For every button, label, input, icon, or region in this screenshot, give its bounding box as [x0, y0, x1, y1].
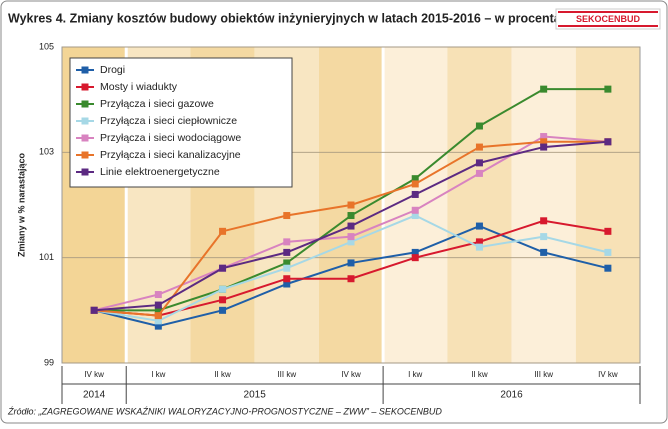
legend-box — [69, 57, 293, 188]
title: Wykres 4. Zmiany kosztów budowy obiektów… — [8, 11, 598, 25]
legend-marker — [81, 100, 89, 108]
point — [475, 222, 483, 230]
point — [219, 296, 227, 304]
legend-marker — [81, 83, 89, 91]
point — [475, 122, 483, 130]
y-axis-label: Zmiany w % narastająco — [16, 152, 26, 257]
legend-marker — [81, 66, 89, 74]
x-tick-label: III kw — [277, 370, 296, 379]
x-group-label: 2016 — [500, 390, 523, 401]
column-band — [447, 47, 512, 363]
legend-label: Drogi — [100, 64, 125, 76]
point — [219, 227, 227, 235]
point — [347, 233, 355, 241]
point — [411, 212, 419, 220]
point — [283, 280, 291, 288]
source: Źródło: „ZAGREGOWANE WSKAŹNIKI WALORYZAC… — [7, 406, 442, 416]
legend-label: Przyłącza i sieci gazowe — [100, 98, 214, 110]
point — [411, 190, 419, 198]
point — [604, 264, 612, 272]
point — [283, 238, 291, 246]
y-tick-label: 105 — [39, 41, 54, 51]
point — [283, 212, 291, 220]
point — [283, 264, 291, 272]
point — [154, 301, 162, 309]
legend-marker — [81, 151, 89, 159]
legend-marker — [81, 168, 89, 176]
point — [283, 248, 291, 256]
legend-label: Przyłącza i sieci wodociągowe — [100, 132, 241, 144]
point — [604, 138, 612, 146]
x-group-label: 2014 — [83, 390, 106, 401]
point — [475, 169, 483, 177]
x-tick-label: I kw — [151, 370, 165, 379]
point — [411, 248, 419, 256]
point — [411, 254, 419, 262]
point — [283, 259, 291, 267]
point — [154, 317, 162, 325]
legend-label: Linie elektroenergetyczne — [100, 166, 220, 178]
point — [540, 85, 548, 93]
point — [540, 217, 548, 225]
point — [154, 312, 162, 320]
column-band — [511, 47, 576, 363]
legend-label: Mosty i wiadukty — [100, 81, 178, 93]
point — [411, 206, 419, 214]
point — [154, 291, 162, 299]
legend-marker — [81, 134, 89, 142]
point — [475, 243, 483, 251]
legend-label: Przyłącza i sieci kanalizacyjne — [100, 149, 241, 161]
point — [604, 85, 612, 93]
point — [347, 222, 355, 230]
logo: SEKOCENBUD — [576, 14, 641, 24]
point — [411, 175, 419, 183]
legend-label: Przyłącza i sieci ciepłownicze — [100, 115, 237, 127]
point — [540, 138, 548, 146]
x-tick-label: IV kw — [598, 370, 618, 379]
point — [154, 306, 162, 314]
point — [90, 306, 98, 314]
point — [540, 143, 548, 151]
legend-marker — [81, 117, 89, 125]
point — [347, 201, 355, 209]
point — [604, 248, 612, 256]
x-group-label: 2015 — [244, 390, 267, 401]
y-tick-label: 99 — [44, 357, 54, 367]
point — [219, 285, 227, 293]
x-tick-label: II kw — [214, 370, 231, 379]
point — [475, 238, 483, 246]
x-tick-label: IV kw — [84, 370, 104, 379]
point — [540, 133, 548, 141]
point — [475, 159, 483, 167]
point — [219, 264, 227, 272]
x-tick-label: IV kw — [341, 370, 361, 379]
point — [411, 180, 419, 188]
y-tick-label: 103 — [39, 147, 54, 157]
point — [347, 275, 355, 283]
x-tick-label: I kw — [408, 370, 422, 379]
point — [540, 248, 548, 256]
x-tick-label: III kw — [534, 370, 553, 379]
point — [475, 143, 483, 151]
point — [219, 306, 227, 314]
logo-box — [555, 8, 661, 30]
y-tick-label: 101 — [39, 252, 54, 262]
point — [347, 259, 355, 267]
point — [604, 227, 612, 235]
point — [347, 238, 355, 246]
point — [540, 233, 548, 241]
point — [154, 322, 162, 330]
column-band — [575, 47, 640, 363]
point — [347, 212, 355, 220]
x-tick-label: II kw — [471, 370, 488, 379]
point — [283, 275, 291, 283]
